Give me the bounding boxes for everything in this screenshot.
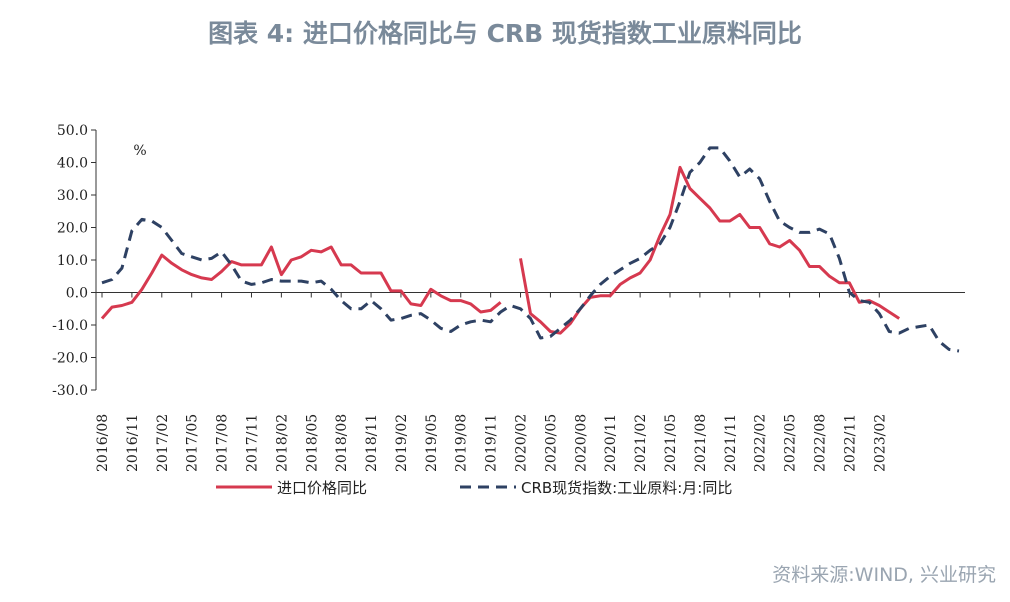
x-tick-label: 2022/11 — [842, 414, 858, 472]
x-tick-label: 2021/05 — [663, 414, 679, 472]
x-tick-label: 2018/08 — [334, 414, 350, 472]
chart-title: 图表 4: 进口价格同比与 CRB 现货指数工业原料同比 — [208, 19, 802, 48]
x-tick-label: 2021/02 — [633, 414, 649, 472]
x-tick-label: 2023/02 — [872, 414, 888, 472]
series-line-crb-industrial — [101, 146, 960, 353]
x-tick-label: 2022/05 — [783, 414, 799, 472]
x-tick-label: 2017/08 — [215, 414, 231, 472]
x-tick-label: 2016/08 — [95, 414, 111, 472]
x-tick-label: 2022/08 — [812, 414, 828, 472]
y-tick-label: 20.0 — [57, 221, 88, 237]
series-lines — [100, 146, 960, 353]
x-tick-label: 2019/05 — [424, 414, 440, 472]
x-tick-label: 2020/11 — [603, 414, 619, 472]
x-tick-label: 2017/02 — [155, 414, 171, 472]
x-tick-label: 2019/11 — [484, 414, 500, 472]
x-tick-label: 2018/11 — [364, 414, 380, 472]
x-tick-label: 2020/08 — [573, 414, 589, 472]
x-tick-label: 2016/11 — [125, 414, 141, 472]
x-tick-label: 2020/02 — [514, 414, 530, 472]
y-tick-label: 30.0 — [57, 188, 88, 204]
x-tick-label: 2021/11 — [723, 414, 739, 472]
y-axis-ticks: 50.0 40.0 30.0 20.0 10.0 0.0 -10.0 -20.0 -30.0 — [52, 123, 96, 399]
x-tick-label: 2022/02 — [753, 414, 769, 472]
series-line-import-price — [100, 165, 901, 335]
legend-label: CRB现货指数:工业原料:月:同比 — [521, 479, 732, 497]
y-tick-label: -30.0 — [52, 383, 88, 399]
x-axis-ticks: 2016/08 2016/11 2017/02 2017/05 2017/08 2017/… — [95, 292, 888, 472]
y-tick-label: -20.0 — [52, 351, 88, 367]
y-tick-label: 50.0 — [57, 123, 88, 139]
x-tick-label: 2020/05 — [543, 414, 559, 472]
x-tick-label: 2018/02 — [274, 414, 290, 472]
y-tick-label: 40.0 — [57, 156, 88, 172]
source-note: 资料来源:WIND, 兴业研究 — [772, 564, 996, 586]
legend-label: 进口价格同比 — [277, 479, 367, 497]
y-tick-label: 0.0 — [66, 286, 88, 302]
x-tick-label: 2018/05 — [304, 414, 320, 472]
x-tick-label: 2021/08 — [693, 414, 709, 472]
unit-label: % — [133, 143, 146, 159]
x-tick-label: 2017/11 — [244, 414, 260, 472]
x-tick-label: 2019/02 — [394, 414, 410, 472]
y-tick-label: -10.0 — [52, 318, 88, 334]
legend: 进口价格同比 CRB现货指数:工业原料:月:同比 — [216, 479, 732, 497]
x-tick-label: 2019/08 — [454, 414, 470, 472]
y-tick-label: 10.0 — [57, 253, 88, 269]
x-tick-label: 2017/05 — [185, 414, 201, 472]
